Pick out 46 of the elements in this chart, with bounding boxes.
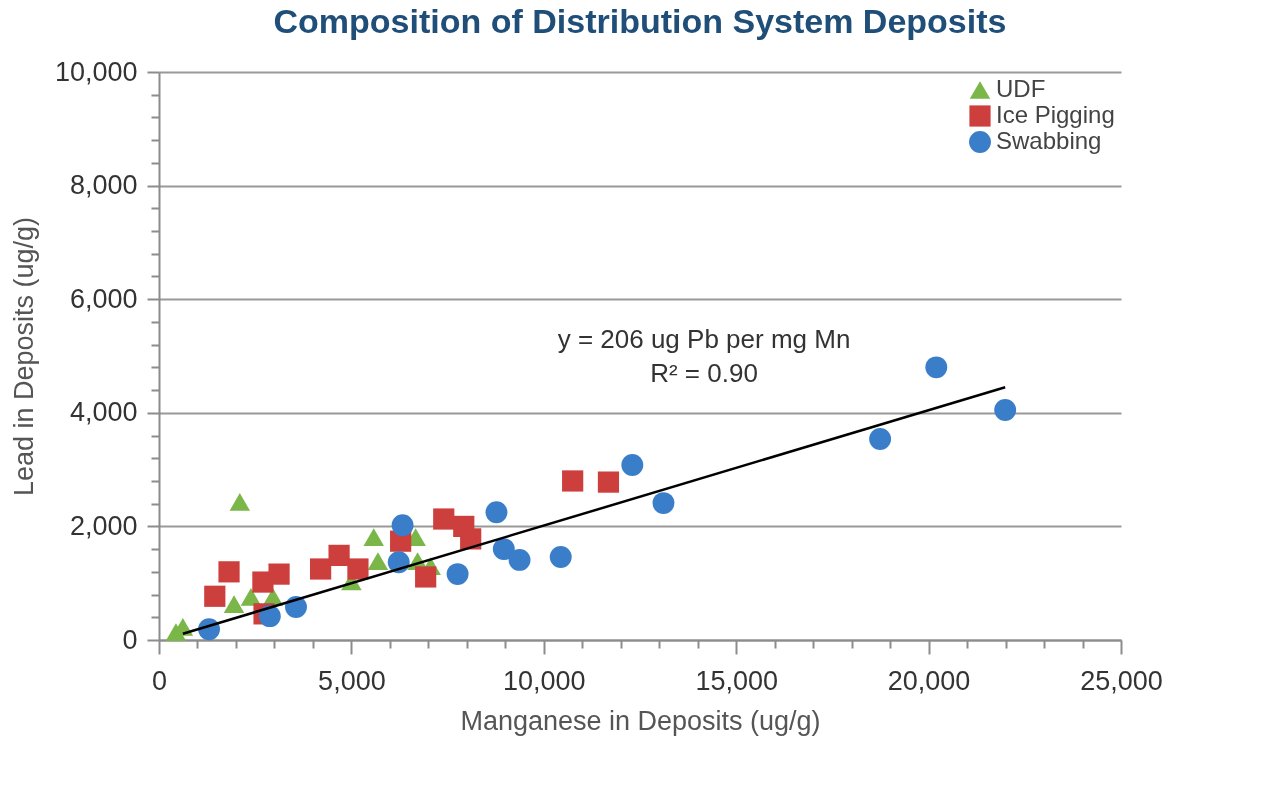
- point: [391, 514, 414, 537]
- y-tick-label: 0: [122, 624, 138, 655]
- x-tick-label: 15,000: [695, 665, 778, 696]
- x-tick-label: 5,000: [318, 665, 386, 696]
- point: [367, 552, 389, 570]
- legend-label: Swabbing: [996, 127, 1102, 154]
- legend-label: Ice Pigging: [996, 101, 1115, 128]
- point: [508, 548, 531, 571]
- point: [492, 538, 515, 561]
- point: [433, 508, 455, 530]
- point: [446, 563, 469, 586]
- point: [229, 493, 251, 511]
- chart-title: Composition of Distribution System Deposits: [273, 2, 1007, 40]
- legend-label: UDF: [996, 75, 1046, 102]
- annotation: R² = 0.90: [650, 358, 758, 388]
- point: [347, 558, 369, 580]
- y-tick-label: 4,000: [69, 397, 138, 428]
- y-axis-title: Lead in Deposits (ug/g): [8, 216, 39, 497]
- y-tick-label: 2,000: [69, 510, 138, 541]
- point: [562, 470, 584, 492]
- point: [223, 595, 245, 614]
- point: [925, 356, 948, 379]
- point: [621, 454, 644, 476]
- point: [652, 492, 675, 515]
- y-tick-label: 10,000: [54, 56, 138, 87]
- point: [994, 399, 1017, 421]
- point: [218, 561, 240, 583]
- x-axis-title: Manganese in Deposits (ug/g): [460, 705, 821, 736]
- y-tick-label: 8,000: [69, 170, 138, 201]
- point: [597, 471, 620, 493]
- x-tick-label: 20,000: [887, 665, 971, 696]
- x-tick-label: 10,000: [503, 665, 586, 696]
- point: [310, 558, 332, 580]
- point: [485, 501, 508, 524]
- point: [363, 528, 384, 547]
- x-tick-label: 25,000: [1080, 665, 1163, 696]
- point: [869, 428, 892, 450]
- point: [268, 563, 290, 585]
- point: [328, 544, 350, 566]
- point: [258, 605, 281, 628]
- point: [204, 585, 226, 607]
- x-tick-label: 0: [151, 665, 168, 696]
- annotation: y = 206 ug Pb per mg Mn: [557, 324, 851, 354]
- y-tick-label: 6,000: [69, 283, 138, 314]
- point: [415, 566, 437, 588]
- point: [549, 546, 572, 568]
